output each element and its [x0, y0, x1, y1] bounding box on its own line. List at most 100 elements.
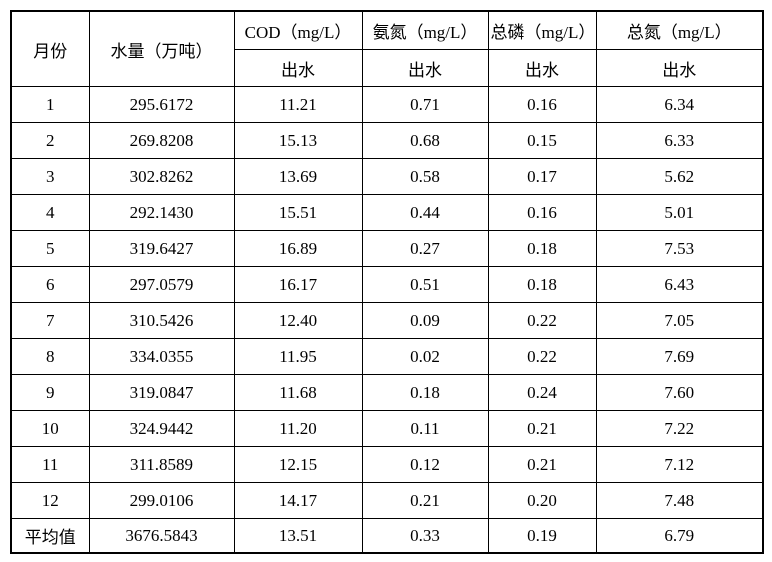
- cell-tp: 0.21: [487, 446, 597, 483]
- cell-tp: 0.16: [487, 86, 597, 123]
- cell-tp: 0.22: [487, 302, 597, 339]
- table-row: 12 299.0106 14.17 0.21 0.20 7.48: [10, 482, 764, 519]
- table-row: 2 269.8208 15.13 0.68 0.15 6.33: [10, 122, 764, 159]
- col-header-cod: COD（mg/L）: [233, 10, 363, 50]
- cell-nh3n: 0.18: [361, 374, 489, 411]
- table-row: 6 297.0579 16.17 0.51 0.18 6.43: [10, 266, 764, 303]
- sub-header-nitrogen-effluent: 出水: [595, 49, 764, 87]
- cell-nh3n: 0.58: [361, 158, 489, 195]
- cell-water: 319.0847: [88, 374, 235, 411]
- cell-cod: 11.95: [233, 338, 363, 375]
- cell-cod: 11.21: [233, 86, 363, 123]
- cell-water: 269.8208: [88, 122, 235, 159]
- cell-month: 2: [10, 122, 90, 159]
- cell-month: 6: [10, 266, 90, 303]
- cell-tp: 0.21: [487, 410, 597, 447]
- cell-nh3n: 0.12: [361, 446, 489, 483]
- water-quality-table: 月份 水量（万吨） COD（mg/L） 氨氮（mg/L） 总磷（mg/L） 总氮…: [10, 10, 764, 554]
- cell-tp: 0.18: [487, 230, 597, 267]
- col-header-total-nitrogen: 总氮（mg/L）: [595, 10, 764, 50]
- sub-header-cod-effluent: 出水: [233, 49, 363, 87]
- cell-tn: 5.62: [595, 158, 764, 195]
- cell-nh3n: 0.11: [361, 410, 489, 447]
- cell-month: 11: [10, 446, 90, 483]
- cell-nh3n: 0.09: [361, 302, 489, 339]
- cell-water: 324.9442: [88, 410, 235, 447]
- cell-nh3n: 0.44: [361, 194, 489, 231]
- cell-cod: 14.17: [233, 482, 363, 519]
- cell-water: 302.8262: [88, 158, 235, 195]
- cell-cod: 11.68: [233, 374, 363, 411]
- col-header-total-phosphorus: 总磷（mg/L）: [487, 10, 597, 50]
- cell-month: 12: [10, 482, 90, 519]
- cell-tp: 0.16: [487, 194, 597, 231]
- table-row: 5 319.6427 16.89 0.27 0.18 7.53: [10, 230, 764, 267]
- cell-nh3n: 0.68: [361, 122, 489, 159]
- cell-nh3n: 0.02: [361, 338, 489, 375]
- table-row: 8 334.0355 11.95 0.02 0.22 7.69: [10, 338, 764, 375]
- col-header-ammonia-nitrogen: 氨氮（mg/L）: [361, 10, 489, 50]
- cell-tn: 7.53: [595, 230, 764, 267]
- cell-cod: 12.40: [233, 302, 363, 339]
- cell-month: 5: [10, 230, 90, 267]
- cell-cod: 16.17: [233, 266, 363, 303]
- table-row: 4 292.1430 15.51 0.44 0.16 5.01: [10, 194, 764, 231]
- cell-tp: 0.20: [487, 482, 597, 519]
- cell-tn: 6.43: [595, 266, 764, 303]
- cell-nh3n: 0.27: [361, 230, 489, 267]
- cell-cod: 16.89: [233, 230, 363, 267]
- table-row: 平均值 3676.5843 13.51 0.33 0.19 6.79: [10, 518, 764, 554]
- cell-month: 10: [10, 410, 90, 447]
- cell-water: 295.6172: [88, 86, 235, 123]
- cell-nh3n: 0.51: [361, 266, 489, 303]
- cell-nh3n: 0.33: [361, 518, 489, 554]
- cell-month: 1: [10, 86, 90, 123]
- table-row: 1 295.6172 11.21 0.71 0.16 6.34: [10, 86, 764, 123]
- cell-tp: 0.22: [487, 338, 597, 375]
- cell-month: 3: [10, 158, 90, 195]
- cell-tp: 0.17: [487, 158, 597, 195]
- cell-water: 319.6427: [88, 230, 235, 267]
- cell-month: 平均值: [10, 518, 90, 554]
- cell-tn: 7.48: [595, 482, 764, 519]
- table-row: 7 310.5426 12.40 0.09 0.22 7.05: [10, 302, 764, 339]
- col-header-month: 月份: [10, 10, 90, 87]
- header-row-subheaders: 出水 出水 出水 出水: [11, 49, 764, 87]
- cell-cod: 15.51: [233, 194, 363, 231]
- cell-nh3n: 0.71: [361, 86, 489, 123]
- cell-water: 3676.5843: [88, 518, 235, 554]
- cell-tn: 5.01: [595, 194, 764, 231]
- table-row: 10 324.9442 11.20 0.11 0.21 7.22: [10, 410, 764, 447]
- cell-water: 297.0579: [88, 266, 235, 303]
- cell-water: 292.1430: [88, 194, 235, 231]
- cell-water: 311.8589: [88, 446, 235, 483]
- cell-cod: 13.51: [233, 518, 363, 554]
- table-header: 月份 水量（万吨） COD（mg/L） 氨氮（mg/L） 总磷（mg/L） 总氮…: [10, 10, 764, 87]
- cell-tn: 6.79: [595, 518, 764, 554]
- cell-cod: 12.15: [233, 446, 363, 483]
- cell-nh3n: 0.21: [361, 482, 489, 519]
- cell-cod: 15.13: [233, 122, 363, 159]
- header-row-groups: 月份 水量（万吨） COD（mg/L） 氨氮（mg/L） 总磷（mg/L） 总氮…: [10, 10, 764, 87]
- cell-tp: 0.24: [487, 374, 597, 411]
- cell-tn: 7.12: [595, 446, 764, 483]
- cell-tn: 7.05: [595, 302, 764, 339]
- cell-tn: 7.60: [595, 374, 764, 411]
- cell-tp: 0.15: [487, 122, 597, 159]
- cell-water: 310.5426: [88, 302, 235, 339]
- cell-cod: 11.20: [233, 410, 363, 447]
- sub-header-phosphorus-effluent: 出水: [487, 49, 597, 87]
- cell-tp: 0.18: [487, 266, 597, 303]
- table-row: 9 319.0847 11.68 0.18 0.24 7.60: [10, 374, 764, 411]
- cell-month: 8: [10, 338, 90, 375]
- cell-month: 4: [10, 194, 90, 231]
- cell-water: 334.0355: [88, 338, 235, 375]
- table-row: 3 302.8262 13.69 0.58 0.17 5.62: [10, 158, 764, 195]
- cell-month: 7: [10, 302, 90, 339]
- col-header-water-volume: 水量（万吨）: [88, 10, 235, 87]
- cell-tn: 7.22: [595, 410, 764, 447]
- cell-water: 299.0106: [88, 482, 235, 519]
- cell-tp: 0.19: [487, 518, 597, 554]
- table-row: 11 311.8589 12.15 0.12 0.21 7.12: [10, 446, 764, 483]
